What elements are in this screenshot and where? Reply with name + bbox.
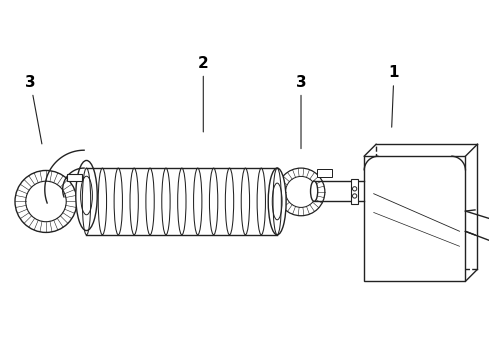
Text: 2: 2 — [198, 56, 209, 132]
FancyBboxPatch shape — [67, 174, 82, 181]
Ellipse shape — [76, 161, 97, 230]
FancyBboxPatch shape — [317, 169, 332, 176]
Text: 3: 3 — [25, 75, 42, 144]
Bar — [364, 156, 466, 281]
Circle shape — [352, 187, 357, 191]
Bar — [351, 179, 358, 204]
Text: 1: 1 — [389, 65, 399, 127]
Ellipse shape — [268, 168, 286, 235]
Text: 3: 3 — [295, 75, 306, 149]
Circle shape — [352, 194, 357, 198]
Ellipse shape — [311, 181, 318, 201]
